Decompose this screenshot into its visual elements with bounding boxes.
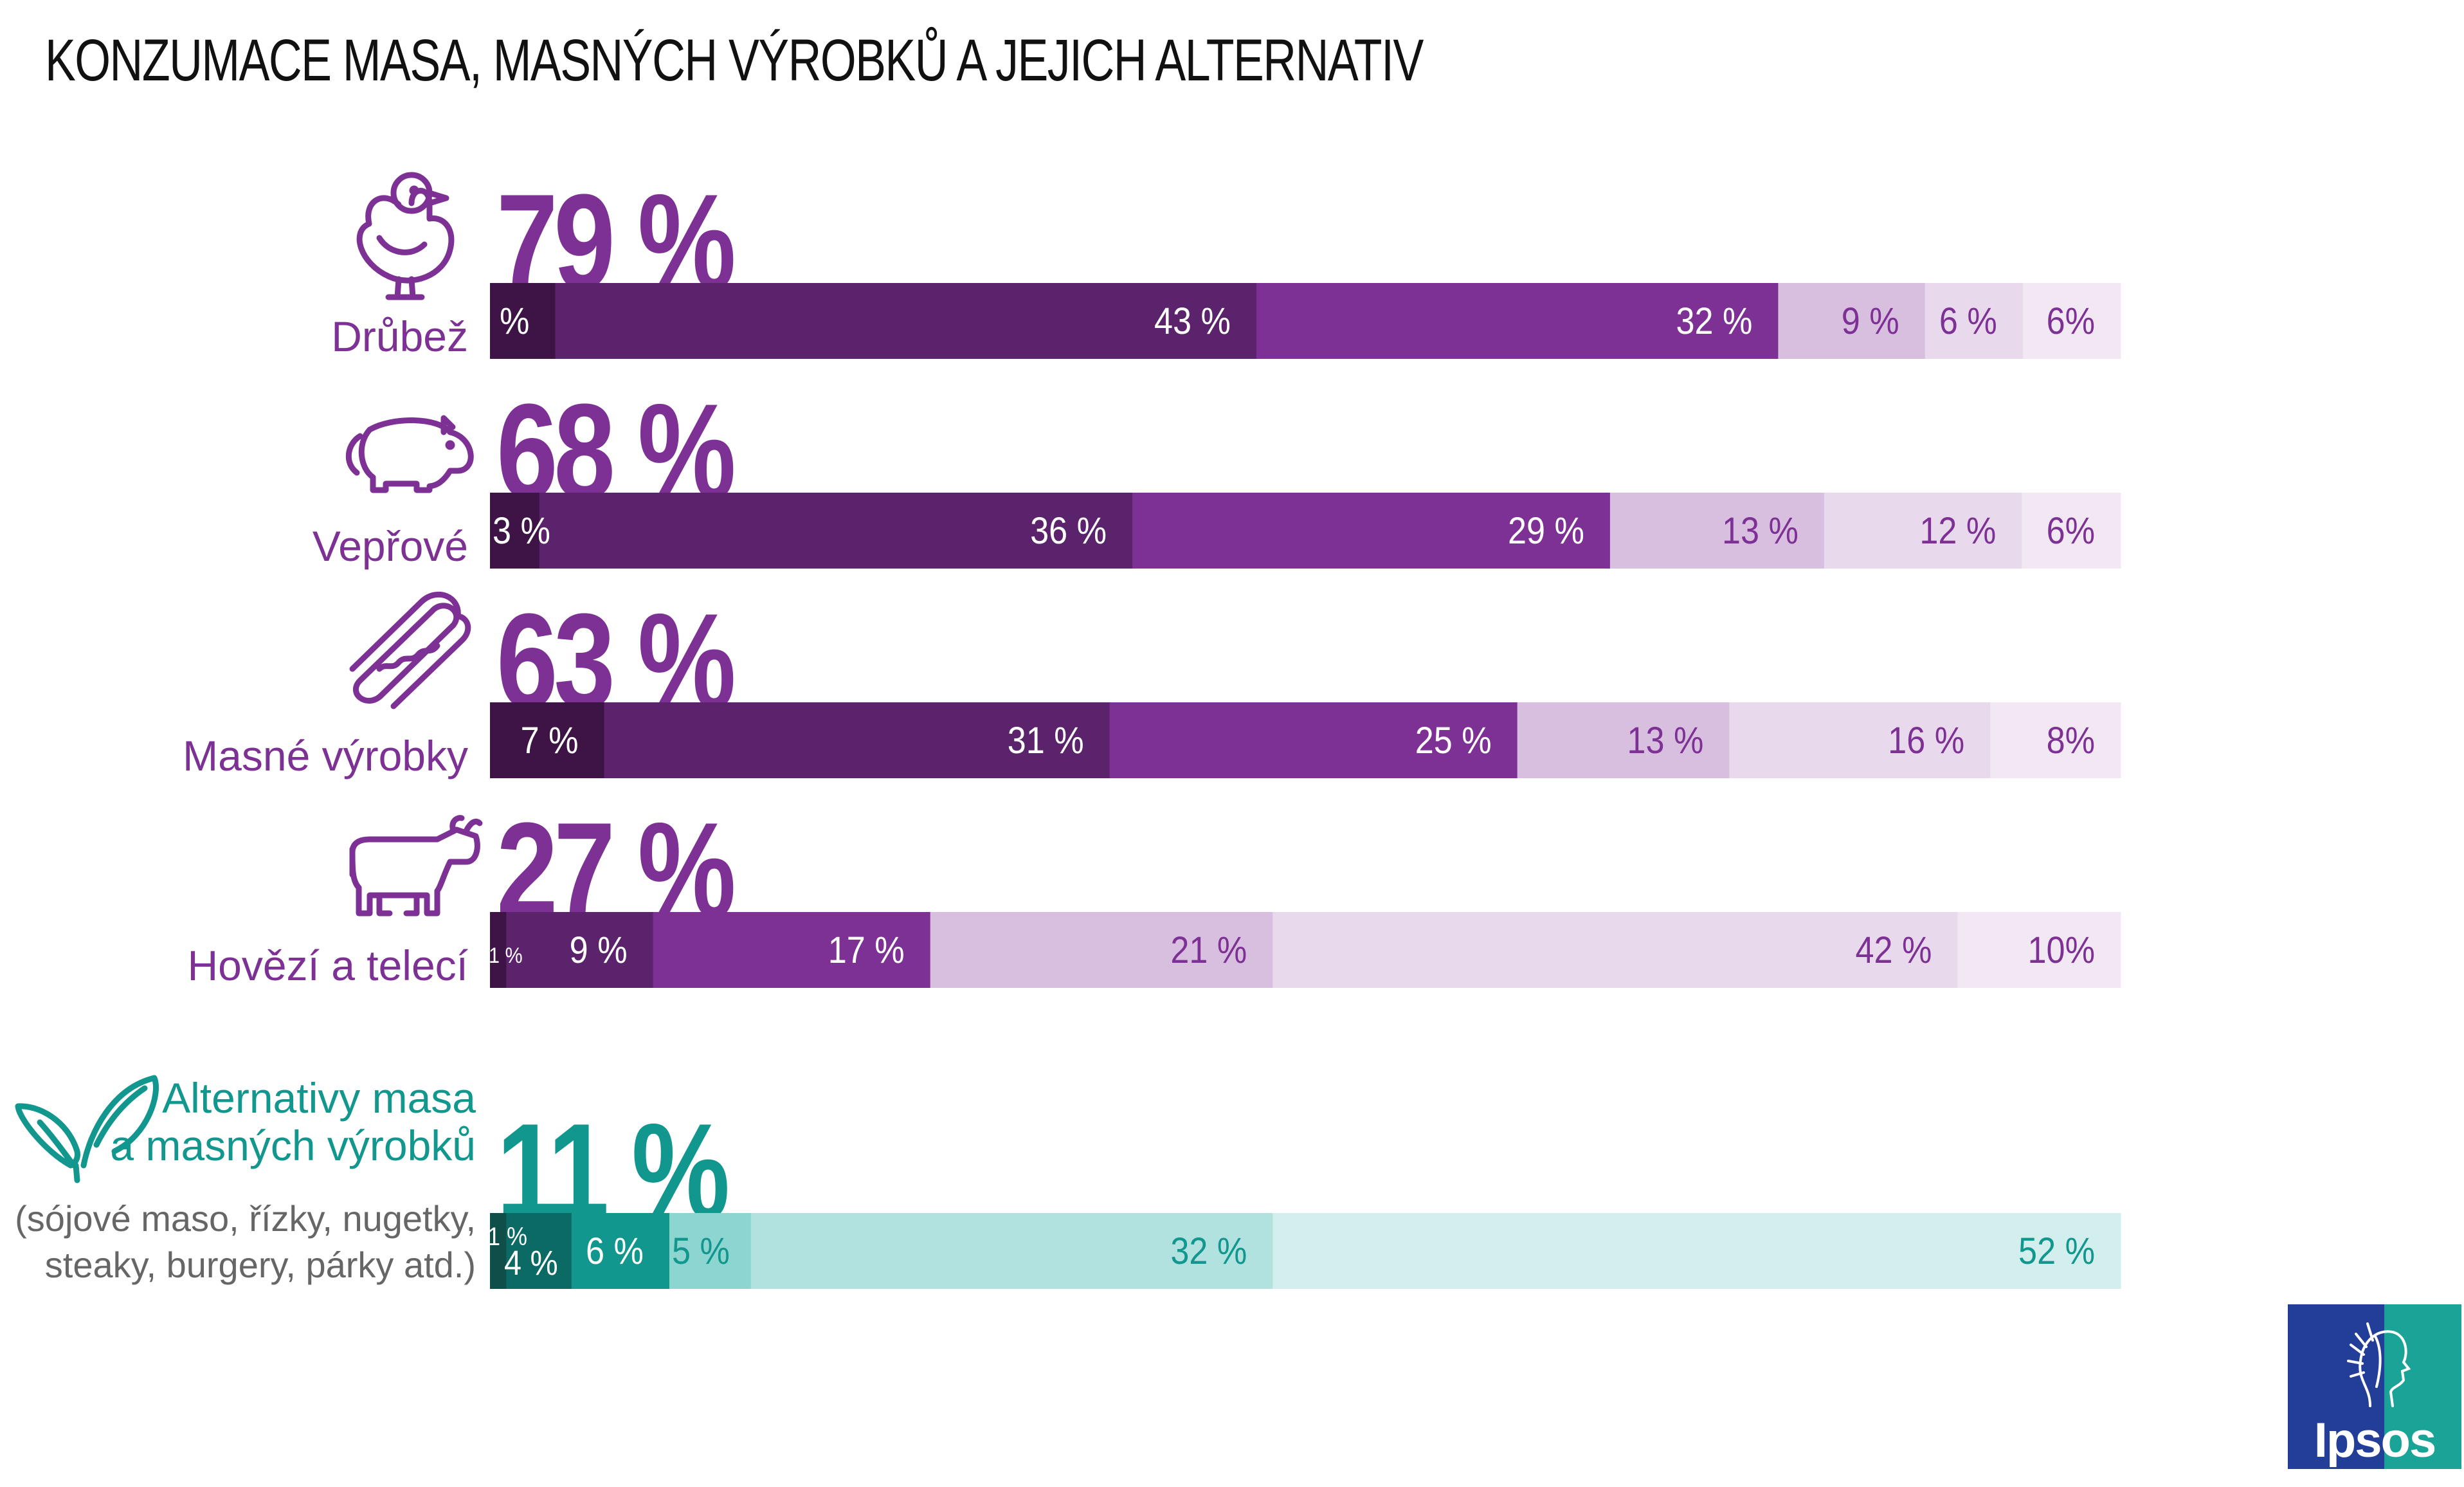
bar-segment [1824,493,2022,569]
bar-segment [1517,702,1730,778]
segment-label: 16 % [1888,719,1964,761]
segment-label: 3 % [493,509,550,551]
chick-icon [356,172,455,300]
segment-label: 9 % [570,929,628,971]
bar-segment [1729,702,1991,778]
bar-segment [1132,493,1611,569]
bar-segment [539,493,1133,569]
bar-segment [1273,912,1958,988]
logo-left-panel [2288,1304,2384,1469]
bar-segment [750,1213,1273,1289]
bar-segment [1273,1213,2121,1289]
bar-segment [1925,283,2024,359]
segment-label: 36 % [1030,509,1107,551]
segment-label: 42 % [1855,929,1932,971]
segment-label: 1 % [489,944,523,968]
segment-label: 9 % [1842,300,1899,342]
ipsos-logo: Ipsos [2288,1304,2461,1469]
segment-label: 5 % [672,1230,730,1272]
segment-label: 25 % [1415,719,1492,761]
segment-label: 12 % [1919,509,1996,551]
chart-title: KONZUMACE MASA, MASNÝCH VÝROBKŮ A JEJICH… [45,28,1424,93]
segment-label: 6% [2047,300,2095,342]
bar-segment [555,283,1257,359]
category-label-line: a masných výrobků [110,1122,476,1169]
bar-segment [604,702,1110,778]
bar-segment [571,1213,670,1289]
segment-label: 10% [2028,929,2095,971]
bar-segment [490,702,605,778]
bar-segment [1109,702,1518,778]
category-sublabel: (sójové maso, řízky, nugetky, steaky, bur… [15,1198,476,1285]
bar-segment [490,493,540,569]
bar-segment [1256,283,1779,359]
segment-label: 21 % [1170,929,1247,971]
category-label: Masné výrobky [183,732,468,780]
bar-segment [2022,493,2121,569]
category-label: Drůbež [331,313,468,360]
segment-label: 8% [2047,719,2095,761]
cow-icon [349,815,483,917]
bar-segment [506,1213,572,1289]
bar-segment [2022,283,2121,359]
category-label: Hovězí a telecí [187,942,468,989]
category-sublabel-line: steaky, burgery, párky atd.) [45,1245,476,1285]
segment-label: 6% [2047,509,2095,551]
segment-label: 13 % [1627,719,1703,761]
category-label-line: Alternativy masa [162,1074,476,1122]
bar-segment [1778,283,1926,359]
chart-rows: 79 %Drůbež 4 % 43 % 32 % 9 % 6 % 6%68 %Vepřové… [15,166,2121,1289]
bar-segment [490,912,507,988]
segment-label: 29 % [1508,509,1584,551]
segment-label: 4 % [504,1243,558,1282]
bar-segment [1957,912,2121,988]
bar-segment [506,912,654,988]
segment-label: 52 % [2018,1230,2095,1272]
segment-label: 6 % [586,1230,644,1272]
category-sublabel-line: (sójové maso, řízky, nugetky, [15,1198,476,1239]
segment-label: 13 % [1722,509,1798,551]
sprout-icon [15,1075,159,1183]
bar-segment [490,1213,507,1289]
segment-label: 4 % [472,300,530,342]
segment-label: 1 % [487,1223,527,1251]
logo-text: Ipsos [2314,1413,2437,1468]
bar-segment [669,1213,752,1289]
segment-label: 31 % [1008,719,1084,761]
logo-head-icon [2347,1322,2411,1407]
segment-label: 32 % [1170,1230,1247,1272]
bar-segment [490,283,556,359]
bar-segment [1990,702,2121,778]
segment-label: 43 % [1154,300,1231,342]
segment-label: 32 % [1676,300,1753,342]
category-label: Vepřové [313,522,468,570]
bar-segment [1609,493,1825,569]
pig-icon [345,415,474,493]
bar-segment [653,912,931,988]
category-label: Alternativy masa a masných výrobků [110,1074,476,1169]
bar-segment [930,912,1273,988]
segment-label: 7 % [521,719,579,761]
hotdog-icon [349,591,471,709]
segment-label: 6 % [1939,300,1997,342]
segment-label: 17 % [828,929,905,971]
